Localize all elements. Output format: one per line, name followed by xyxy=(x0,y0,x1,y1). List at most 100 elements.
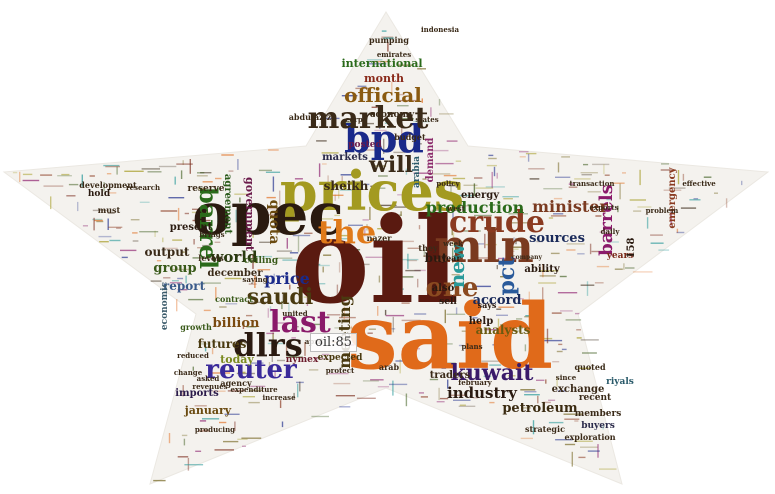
cloud-word[interactable]: they xyxy=(418,243,438,253)
cloud-word[interactable]: month xyxy=(364,72,404,85)
cloud-word[interactable]: change xyxy=(174,368,203,377)
cloud-word[interactable]: international xyxy=(341,57,422,70)
cloud-word[interactable]: brings xyxy=(199,230,224,239)
cloud-word[interactable]: buyers xyxy=(581,421,615,431)
cloud-word[interactable]: opec xyxy=(192,180,343,248)
cloud-word[interactable]: hold xyxy=(88,189,111,199)
cloud-word[interactable]: nymex xyxy=(286,355,319,365)
cloud-word[interactable]: bpd xyxy=(344,116,424,161)
cloud-word[interactable]: sources xyxy=(529,231,585,246)
cloud-word[interactable]: but xyxy=(425,251,448,265)
cloud-word[interactable]: expected xyxy=(318,353,363,363)
cloud-word[interactable]: quoted xyxy=(574,362,606,372)
cloud-word[interactable]: crude xyxy=(449,205,545,240)
cloud-word[interactable]: barrels xyxy=(596,184,617,256)
cloud-word[interactable]: agency xyxy=(220,378,252,388)
cloud-word[interactable]: strategic xyxy=(525,424,565,434)
cloud-word[interactable]: arab xyxy=(379,362,400,372)
cloud-word[interactable]: pct xyxy=(494,256,520,296)
cloud-word[interactable]: quota xyxy=(266,200,282,245)
cloud-word[interactable]: traders xyxy=(430,370,471,381)
cloud-word[interactable]: levels xyxy=(198,253,224,263)
cloud-word[interactable]: economy xyxy=(370,110,415,120)
cloud-word[interactable]: exploration xyxy=(564,432,615,442)
cloud-word[interactable]: pumping xyxy=(369,35,409,45)
cloud-word[interactable]: since xyxy=(556,373,577,382)
cloud-word[interactable]: group xyxy=(153,261,196,276)
cloud-word[interactable]: 158 xyxy=(626,238,637,259)
cloud-word[interactable]: research xyxy=(126,183,160,192)
cloud-word[interactable]: posted xyxy=(348,140,382,150)
cloud-word[interactable]: saying xyxy=(242,275,267,284)
cloud-word[interactable]: years xyxy=(606,251,634,261)
cloud-word[interactable]: market xyxy=(308,101,429,136)
cloud-word[interactable]: effective xyxy=(682,179,716,188)
cloud-word[interactable]: reserve xyxy=(188,184,225,194)
cloud-word[interactable]: sell xyxy=(439,297,457,307)
cloud-word[interactable]: energy xyxy=(461,190,500,201)
cloud-word[interactable]: budget xyxy=(394,132,426,142)
cloud-word[interactable]: development xyxy=(79,180,137,190)
cloud-word[interactable]: saudi xyxy=(247,284,313,310)
cloud-word[interactable]: will xyxy=(368,152,413,178)
cloud-word[interactable]: new xyxy=(445,243,469,288)
cloud-word[interactable]: must xyxy=(98,205,121,215)
cloud-word[interactable]: demand xyxy=(425,138,436,183)
cloud-word[interactable]: corp xyxy=(345,115,363,124)
cloud-word[interactable]: exchange xyxy=(552,384,605,395)
cloud-word[interactable]: daily xyxy=(601,227,621,236)
cloud-word[interactable]: price xyxy=(264,269,310,288)
cloud-word[interactable]: sheikh xyxy=(324,179,369,193)
cloud-word[interactable]: kuwait xyxy=(451,360,535,386)
cloud-word[interactable]: revenues xyxy=(192,382,227,391)
cloud-word[interactable]: problem xyxy=(646,206,679,215)
cloud-word[interactable]: emirates xyxy=(377,50,411,59)
cloud-word[interactable]: growth xyxy=(180,322,212,332)
cloud-word[interactable]: united xyxy=(282,309,308,318)
cloud-word[interactable]: expenditure xyxy=(230,385,278,394)
cloud-word[interactable]: arabia xyxy=(412,156,422,188)
cloud-word[interactable]: agreement xyxy=(222,174,233,235)
cloud-word[interactable]: said xyxy=(347,284,553,390)
cloud-word[interactable]: west xyxy=(446,204,465,213)
cloud-word[interactable]: production xyxy=(426,198,525,217)
cloud-word[interactable]: december xyxy=(207,268,263,279)
cloud-word[interactable]: reuter xyxy=(205,355,297,385)
cloud-word[interactable]: oil xyxy=(291,191,459,330)
cloud-word[interactable]: report xyxy=(163,279,206,293)
cloud-word[interactable]: february xyxy=(458,378,492,387)
cloud-word[interactable]: analysts xyxy=(476,323,531,337)
cloud-word[interactable]: also xyxy=(432,283,455,294)
cloud-word[interactable]: accord xyxy=(473,293,522,308)
cloud-word[interactable]: reduced xyxy=(177,351,209,360)
cloud-word[interactable]: exports xyxy=(589,203,618,212)
cloud-word[interactable]: says xyxy=(478,300,497,310)
cloud-word[interactable]: transaction xyxy=(570,179,615,188)
cloud-word[interactable]: imports xyxy=(175,388,219,399)
cloud-word[interactable]: indonesia xyxy=(421,25,459,34)
cloud-word[interactable]: members xyxy=(575,409,622,419)
cloud-word[interactable]: asked xyxy=(197,374,220,383)
cloud-word[interactable]: recent xyxy=(579,393,612,403)
cloud-word[interactable]: week xyxy=(442,239,463,248)
cloud-word[interactable]: barrel xyxy=(194,187,223,269)
cloud-word[interactable]: the xyxy=(318,213,376,251)
cloud-word[interactable]: industry xyxy=(447,384,518,402)
cloud-word[interactable]: billion xyxy=(213,316,261,331)
cloud-word[interactable]: petroleum xyxy=(502,401,578,416)
cloud-word[interactable]: world xyxy=(209,248,258,266)
cloud-word[interactable]: year xyxy=(440,253,461,263)
cloud-word[interactable]: january xyxy=(184,404,232,417)
cloud-word[interactable]: help xyxy=(469,316,493,327)
cloud-word[interactable]: futures xyxy=(198,337,247,351)
cloud-word[interactable]: company xyxy=(512,254,542,261)
cloud-word[interactable]: emergency xyxy=(667,166,678,228)
cloud-word[interactable]: ability xyxy=(524,264,560,275)
cloud-word[interactable]: minister xyxy=(532,197,608,216)
cloud-word[interactable]: mln xyxy=(434,219,534,273)
cloud-word[interactable]: ceiling xyxy=(244,256,279,266)
cloud-word[interactable]: protect xyxy=(326,366,355,375)
cloud-word[interactable]: plans xyxy=(461,342,482,351)
cloud-word[interactable]: increase xyxy=(262,393,296,402)
cloud-word[interactable]: markets xyxy=(322,152,368,163)
